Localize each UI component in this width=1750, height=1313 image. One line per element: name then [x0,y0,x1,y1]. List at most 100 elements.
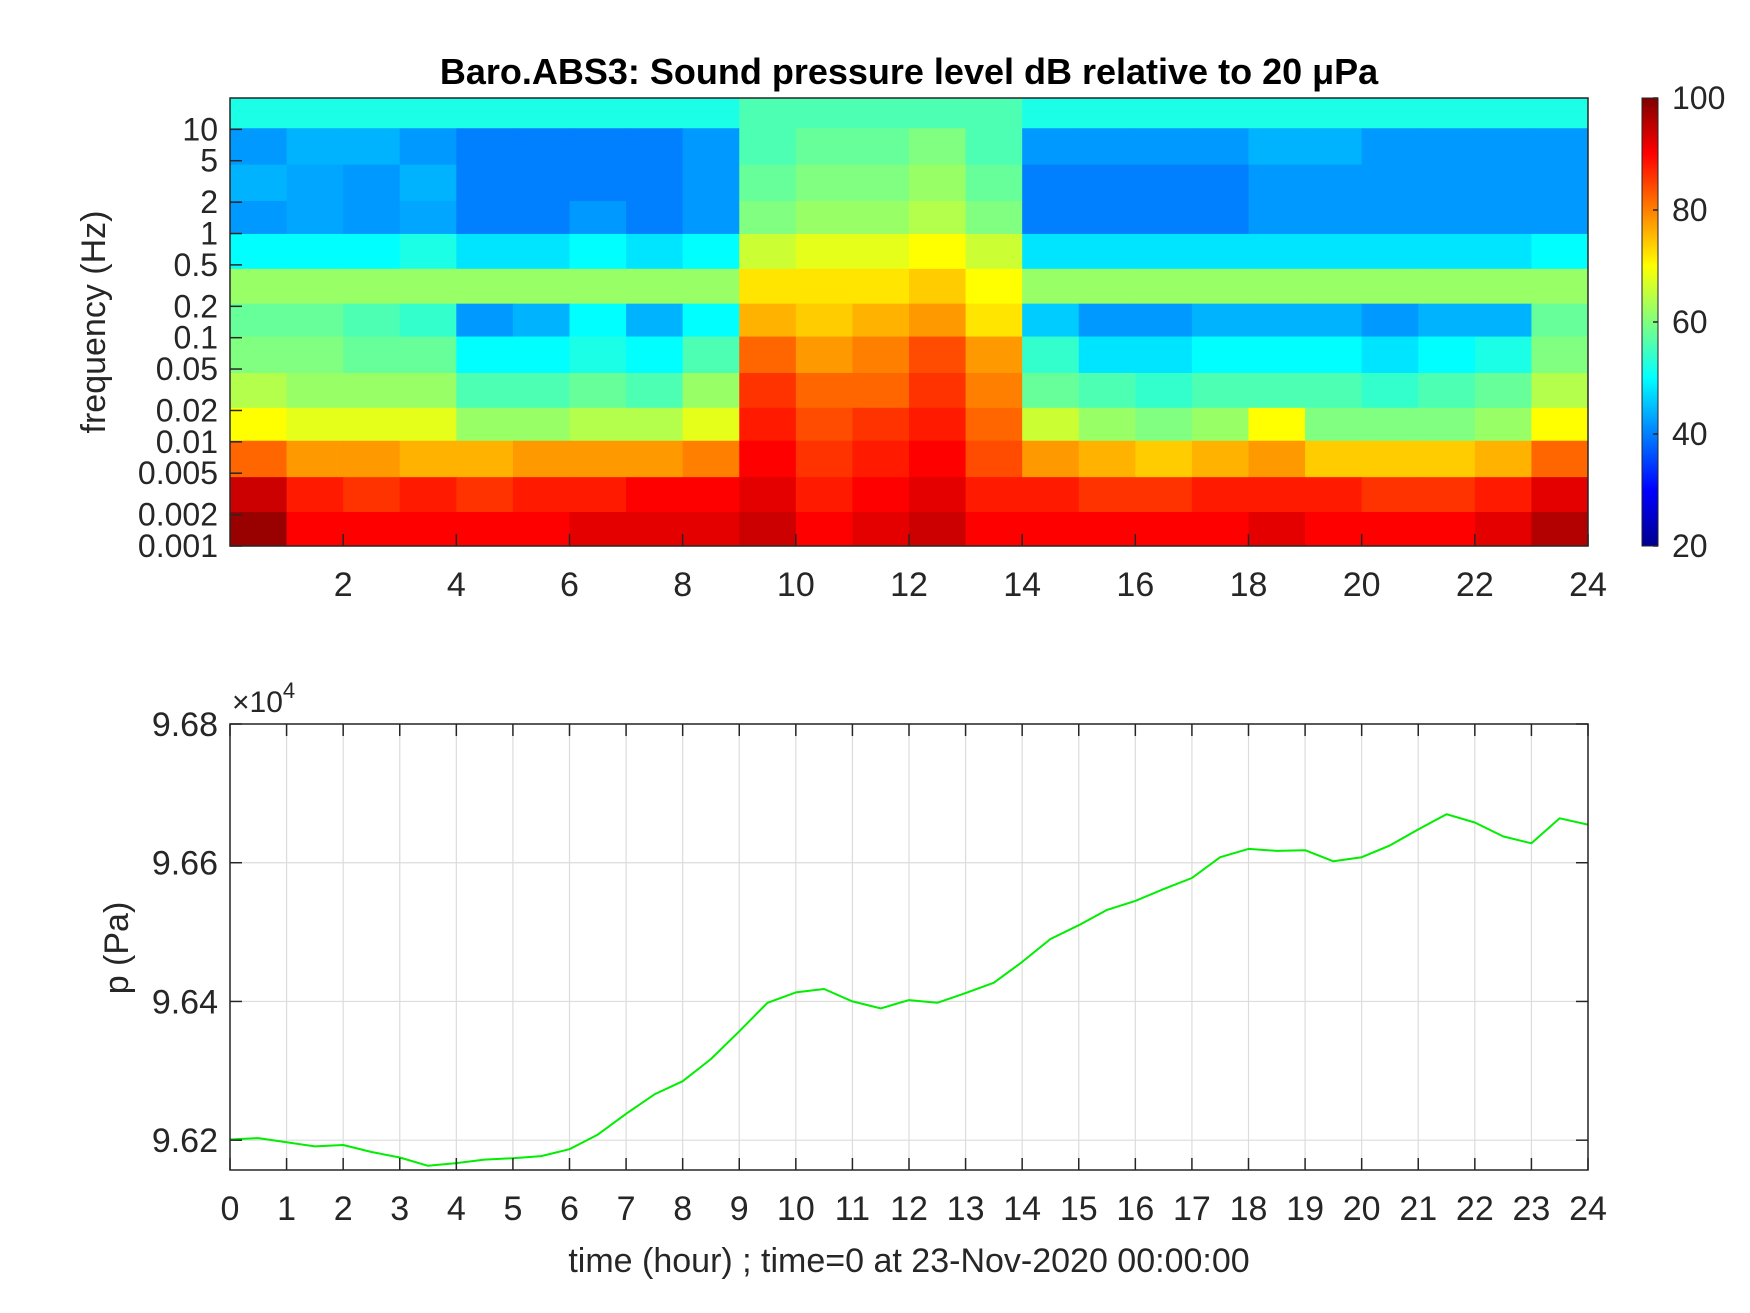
spectrogram-cell [230,201,288,235]
spectrogram-cell [909,303,967,338]
spectrogram-cell [1474,372,1533,409]
spectrogram-cell [286,233,344,270]
spectrogram-cell [343,233,401,270]
spectrogram-cell [1135,233,1193,270]
spectrogram-cell [965,303,1023,338]
spectrogram-cell [795,477,854,513]
spectrogram-cell [852,336,910,374]
spectrogram-cell [456,440,514,478]
spectrogram-cell [1078,477,1136,513]
spectrogram-cell [739,440,797,478]
pressure-y-axis-label: p (Pa) [98,902,136,995]
spectrogram-cell [626,440,684,478]
spectrogram-cell [682,268,740,305]
spectrogram-cell [1418,303,1476,338]
spectrogram-cell [795,336,854,374]
spectrogram-y-tick-label: 0.001 [138,528,218,564]
spectrogram-cell [569,407,627,442]
pressure-x-tick-label: 21 [1399,1190,1437,1228]
pressure-x-axis-label: time (hour) ; time=0 at 23-Nov-2020 00:0… [568,1242,1249,1280]
spectrogram-cell [626,511,684,546]
spectrogram-cell [569,128,627,166]
colorbar-tick-label: 60 [1672,304,1708,340]
spectrogram-y-tick-label: 10 [182,111,218,147]
spectrogram-x-tick-label: 24 [1569,566,1607,604]
spectrogram-cell [909,440,967,478]
spectrogram-cell [512,164,571,202]
pressure-x-tick-label: 6 [560,1190,579,1228]
spectrogram-cell [343,98,401,129]
spectrogram-cell [1474,201,1533,235]
spectrogram-y-ticks: 105 210.5 0.20.10.05 0.020.010.005 0.0020.00… [138,111,242,564]
spectrogram-cell [286,477,344,513]
spectrogram-cell [795,268,854,305]
pressure-x-tick-label: 0 [221,1190,240,1228]
spectrogram-cell [399,128,457,166]
spectrogram-cell [1361,477,1419,513]
spectrogram-cell [1191,336,1250,374]
spectrogram-cell [1531,233,1588,270]
spectrogram-cell [1248,98,1306,129]
spectrogram-cell [1022,164,1080,202]
pressure-x-tick-label: 14 [1003,1190,1041,1228]
spectrogram-cell [1418,407,1476,442]
spectrogram-cell [626,128,684,166]
spectrogram-cell [1361,128,1419,166]
spectrogram-cell [739,164,797,202]
spectrogram-cell [1135,511,1193,546]
spectrogram-cell [399,407,457,442]
spectrogram-cell [852,303,910,338]
spectrogram-cell [456,477,514,513]
spectrogram-cell [1078,128,1136,166]
spectrogram-cell [626,201,684,235]
spectrogram-y-tick-label: 0.005 [138,455,218,491]
spectrogram-cell [399,233,457,270]
spectrogram-cell [626,477,684,513]
spectrogram-cell [230,440,288,478]
spectrogram-cell [1531,440,1588,478]
spectrogram-cell [1305,233,1363,270]
spectrogram-cell [1248,201,1306,235]
pressure-y-ticks: 9.62 9.64 9.66 9.68 [152,706,1588,1160]
spectrogram-cell [1191,303,1250,338]
spectrogram-cell [1531,128,1588,166]
spectrogram-cell [286,164,344,202]
pressure-x-tick-label: 4 [447,1190,466,1228]
spectrogram-cell [399,477,457,513]
spectrogram-cell [909,511,967,546]
spectrogram-y-axis-label: frequency (Hz) [75,211,113,434]
spectrogram-cell [569,372,627,409]
spectrogram-cell [965,336,1023,374]
spectrogram-cell [512,336,571,374]
spectrogram-cell [682,511,740,546]
spectrogram-x-tick-label: 18 [1230,566,1268,604]
spectrogram-cell [1305,372,1363,409]
spectrogram-cell [1078,372,1136,409]
spectrogram-cell [795,372,854,409]
spectrogram-cell [739,98,797,129]
spectrogram-cell [1022,336,1080,374]
spectrogram-x-tick-label: 2 [334,566,353,604]
spectrogram-cell [795,511,854,546]
pressure-x-tick-label: 22 [1456,1190,1494,1228]
colorbar-tick-label: 20 [1672,528,1708,564]
spectrogram-cell [1135,268,1193,305]
spectrogram-cell [1135,128,1193,166]
spectrogram-cell [909,477,967,513]
spectrogram-cell [230,372,288,409]
pressure-x-tick-label: 5 [503,1190,522,1228]
spectrogram-cell [1305,477,1363,513]
spectrogram-cell [286,440,344,478]
colorbar-tick-label: 40 [1672,416,1708,452]
spectrogram-cell [1474,128,1533,166]
spectrogram-cell [1191,511,1250,546]
spectrogram-cell [456,372,514,409]
spectrogram-cell [682,233,740,270]
spectrogram-cell [965,440,1023,478]
spectrogram-cell [1305,407,1363,442]
spectrogram-cell [456,336,514,374]
spectrogram-cell [569,98,627,129]
spectrogram-cell [1531,164,1588,202]
spectrogram-cell [1248,233,1306,270]
spectrogram-cell [456,164,514,202]
